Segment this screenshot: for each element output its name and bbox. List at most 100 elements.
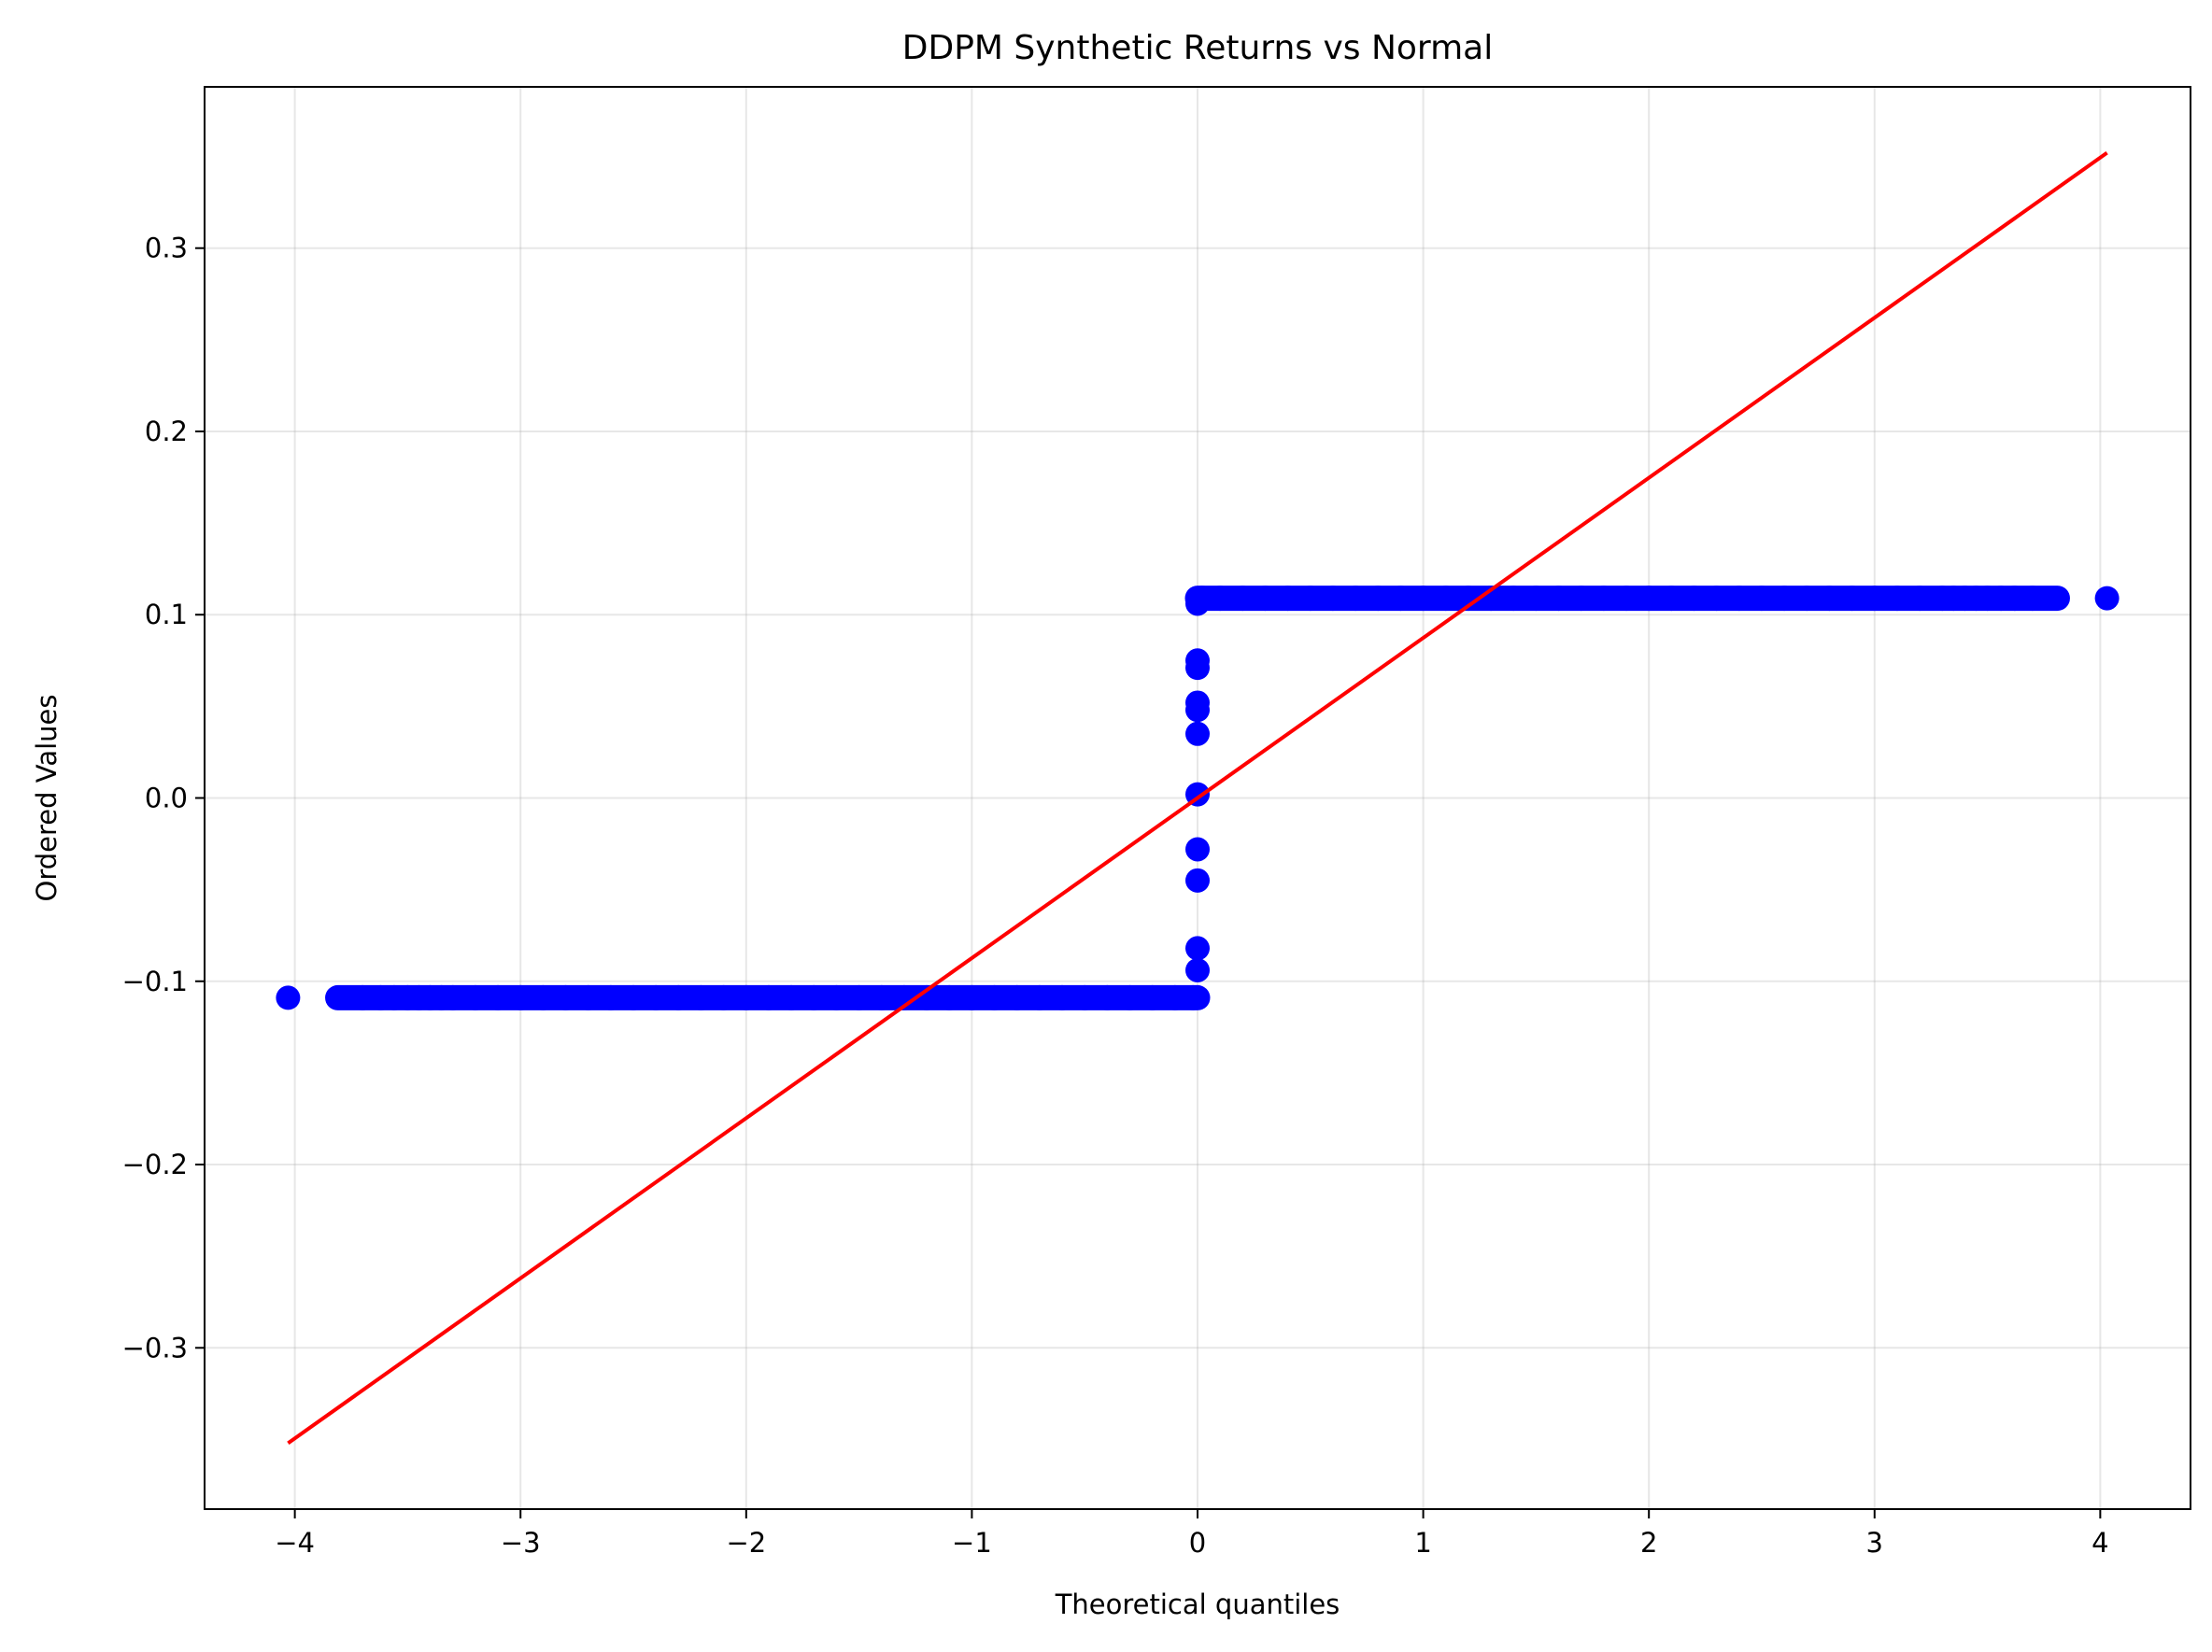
data-point [756, 985, 781, 1010]
chart-title: DDPM Synthetic Returns vs Normal [902, 29, 1493, 67]
data-point [1185, 957, 1210, 982]
data-point [1524, 586, 1549, 611]
data-point [1189, 586, 1214, 611]
data-point [2045, 586, 2070, 611]
data-point [666, 985, 691, 1010]
y-axis-label: Ordered Values [31, 695, 63, 902]
x-tick-label: 3 [1866, 1527, 1883, 1559]
x-tick-label: −1 [952, 1527, 992, 1559]
x-tick-label: 2 [1640, 1527, 1657, 1559]
data-point [553, 985, 578, 1010]
data-point [1546, 586, 1571, 611]
data-point [440, 985, 465, 1010]
data-point [644, 985, 669, 1010]
data-point [1117, 985, 1142, 1010]
x-ticks: −4 −3 −2 −1 0 1 2 3 4 [275, 1509, 2109, 1559]
y-tick-label: 0.2 [145, 416, 188, 447]
data-point [1884, 586, 1909, 611]
y-tick-label: 0.0 [145, 783, 188, 814]
data-point [350, 985, 376, 1010]
y-tick-label: −0.3 [122, 1332, 188, 1363]
data-point [2094, 586, 2120, 611]
data-point [1027, 985, 1052, 1010]
data-point [325, 985, 350, 1010]
data-point [846, 985, 872, 1010]
data-point [982, 985, 1007, 1010]
data-point [1185, 837, 1210, 862]
y-tick-label: −0.1 [122, 966, 188, 997]
data-point [1185, 690, 1210, 715]
data-point [1185, 648, 1210, 673]
x-tick-label: −3 [501, 1527, 541, 1559]
x-tick-label: −2 [726, 1527, 766, 1559]
data-point [1208, 586, 1233, 611]
data-point [486, 985, 511, 1010]
data-point [1388, 586, 1413, 611]
x-tick-label: −4 [275, 1527, 315, 1559]
data-point [1568, 586, 1594, 611]
data-point [1185, 985, 1210, 1010]
data-point [1140, 985, 1165, 1010]
data-point [1839, 586, 1865, 611]
x-axis-label: Theoretical quantiles [1055, 1588, 1340, 1620]
y-tick-label: 0.1 [145, 599, 188, 630]
data-point [1591, 586, 1616, 611]
data-point [915, 985, 940, 1010]
data-point [1162, 985, 1187, 1010]
data-point [2020, 586, 2045, 611]
y-ticks: −0.3 −0.2 −0.1 0.0 0.1 0.2 0.3 [122, 233, 205, 1363]
data-point [1726, 586, 1751, 611]
data-point [598, 985, 623, 1010]
data-point [824, 985, 849, 1010]
data-point [688, 985, 714, 1010]
data-point [937, 985, 962, 1010]
data-point [733, 985, 759, 1010]
y-tick-label: −0.2 [122, 1149, 188, 1180]
data-point [1185, 868, 1210, 893]
data-point [1275, 586, 1300, 611]
data-point [531, 985, 556, 1010]
data-point [276, 985, 301, 1010]
data-point [1704, 586, 1729, 611]
data-point [1659, 586, 1684, 611]
data-point [959, 985, 985, 1010]
data-point [1411, 586, 1436, 611]
data-point [575, 985, 601, 1010]
data-point [779, 985, 804, 1010]
fit-line-layer [287, 151, 2108, 1445]
data-point [711, 985, 736, 1010]
fit-line [287, 151, 2108, 1445]
x-tick-label: 4 [2091, 1527, 2108, 1559]
data-point [1185, 936, 1210, 961]
data-point [1614, 586, 1639, 611]
data-point [1455, 586, 1481, 611]
data-point [1772, 586, 1797, 611]
data-point [1095, 985, 1120, 1010]
data-point [801, 985, 827, 1010]
data-point [1433, 586, 1458, 611]
data-point [462, 985, 488, 1010]
data-point [1230, 586, 1255, 611]
data-point [1749, 586, 1774, 611]
data-point [1072, 985, 1098, 1010]
data-point [1253, 586, 1278, 611]
data-point [2002, 586, 2027, 611]
data-point [1637, 586, 1662, 611]
data-point [1297, 586, 1323, 611]
data-point [1817, 586, 1842, 611]
data-point [1050, 985, 1075, 1010]
data-point [1185, 721, 1210, 746]
data-point [621, 985, 646, 1010]
data-point [1501, 586, 1526, 611]
y-tick-label: 0.3 [145, 233, 188, 264]
data-point [1320, 586, 1345, 611]
x-tick-label: 1 [1414, 1527, 1431, 1559]
data-point [508, 985, 533, 1010]
data-point [869, 985, 894, 1010]
x-tick-label: 0 [1189, 1527, 1206, 1559]
data-point [1343, 586, 1368, 611]
data-point [1681, 586, 1707, 611]
